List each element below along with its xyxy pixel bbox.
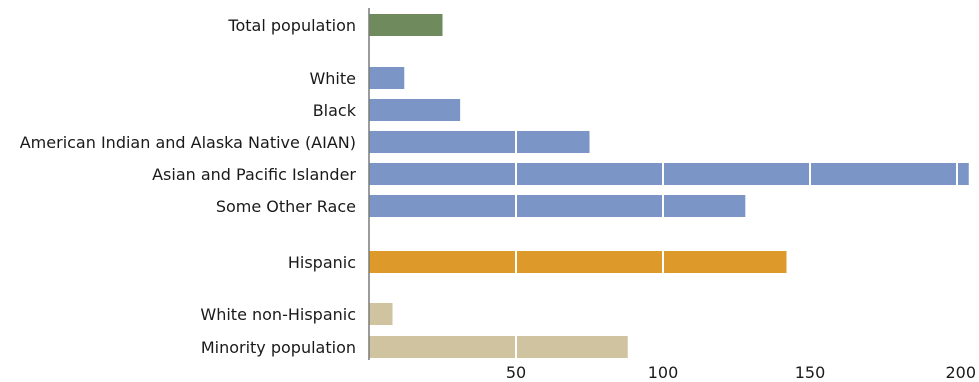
bar-total-population [369, 14, 443, 36]
bar-black [369, 99, 461, 121]
bar-white-non-hispanic [369, 303, 393, 325]
category-label-white-non-hispanic: White non-Hispanic [200, 305, 356, 324]
category-label-some-other-race: Some Other Race [216, 197, 356, 216]
category-label-white: White [309, 69, 356, 88]
bars-layer [369, 14, 969, 358]
bar-white [369, 67, 405, 89]
x-tick-label-100: 100 [648, 363, 679, 382]
category-label-asian-and-pacific-islander: Asian and Pacific Islander [152, 165, 356, 184]
category-labels: Total population White Black American India… [20, 16, 357, 357]
x-tick-label-200: 200 [945, 363, 976, 382]
category-label-total-population: Total population [227, 16, 356, 35]
x-tick-labels: 50 100 150 200 [506, 363, 976, 382]
gridlines-layer [515, 0, 958, 360]
bar-asian-and-pacific-islander [369, 163, 969, 185]
bar-hispanic [369, 251, 787, 273]
bar-some-other-race [369, 195, 746, 217]
category-label-hispanic: Hispanic [288, 253, 356, 272]
x-tick-label-150: 150 [795, 363, 826, 382]
category-label-american-indian-and-alaska-native-aian: American Indian and Alaska Native (AIAN) [20, 133, 356, 152]
bar-american-indian-and-alaska-native-aian [369, 131, 590, 153]
category-label-minority-population: Minority population [201, 338, 356, 357]
bar-minority-population [369, 336, 628, 358]
x-tick-label-50: 50 [506, 363, 526, 382]
category-label-black: Black [313, 101, 357, 120]
